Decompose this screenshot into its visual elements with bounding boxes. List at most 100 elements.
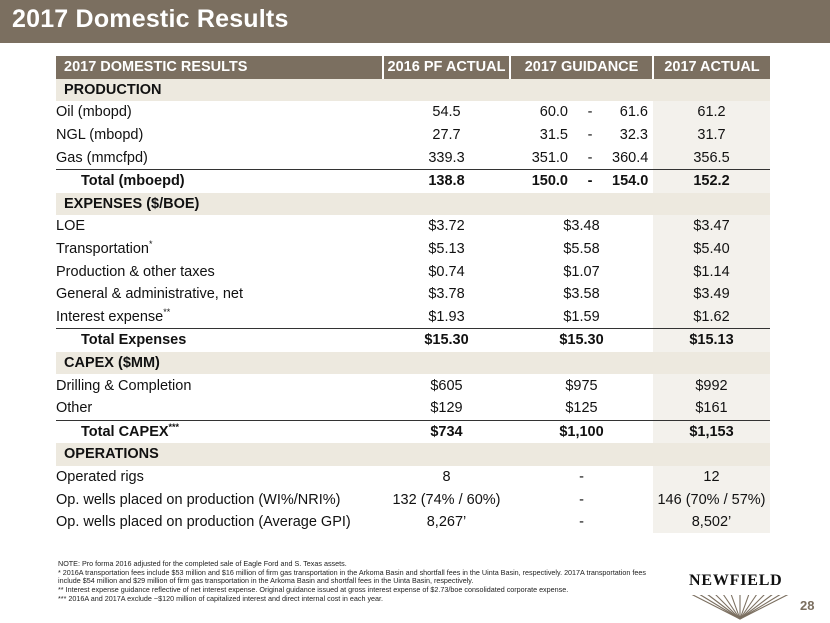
pf-value: $1.93 bbox=[428, 308, 465, 325]
table-row: Production & other taxes $0.74 $1.07 $1.… bbox=[56, 260, 770, 283]
table-row: General & administrative, net $3.78 $3.5… bbox=[56, 282, 770, 306]
guidance-low: 31.5 bbox=[539, 127, 568, 144]
guidance-value: $1,100 bbox=[510, 419, 653, 444]
row-label: Transportation* bbox=[56, 238, 383, 261]
row-label: Gas (mmcfpd) bbox=[56, 149, 148, 166]
footnote-line: ** Interest expense guidance reflective … bbox=[58, 585, 569, 595]
row-label: Op. wells placed on production (Average … bbox=[56, 514, 351, 531]
table-row: Op. wells placed on production (WI%/NRI%… bbox=[56, 488, 770, 511]
actual-value: 61.2 bbox=[653, 101, 770, 124]
guidance-value: $3.48 bbox=[563, 218, 600, 235]
table-row: Op. wells placed on production (Average … bbox=[56, 510, 770, 534]
actual-value: 31.7 bbox=[653, 123, 770, 147]
page-number: 28 bbox=[800, 598, 815, 613]
guidance-dash: - bbox=[587, 104, 593, 121]
guidance-value: $125 bbox=[565, 400, 598, 417]
actual-value: $1.62 bbox=[653, 305, 770, 329]
pf-value: $129 bbox=[430, 400, 463, 417]
row-label-text: Production & other taxes bbox=[56, 263, 215, 280]
guidance-range: 351.0 - 360.4 bbox=[510, 146, 653, 169]
table-row: NGL (mbopd) 27.7 31.5 - 32.3 31.7 bbox=[56, 123, 770, 147]
section-title: OPERATIONS bbox=[56, 443, 770, 466]
total-row: Total CAPEX*** $734 $1,100 $1,153 bbox=[56, 419, 770, 444]
section-title: CAPEX ($MM) bbox=[56, 351, 770, 375]
table-row: Oil (mbopd) 54.5 60.0 - 61.6 61.2 bbox=[56, 101, 770, 124]
row-label: LOE bbox=[56, 215, 383, 238]
guidance-dash: - bbox=[587, 173, 593, 190]
section-production: PRODUCTION bbox=[56, 78, 770, 102]
guidance-range: 150.0 - 154.0 bbox=[510, 168, 653, 193]
pf-value: 54.5 bbox=[432, 104, 461, 121]
footnote-line: *** 2016A and 2017A exclude ~$120 millio… bbox=[58, 593, 384, 603]
results-table: 2017 DOMESTIC RESULTS 2016 PF ACTUAL 201… bbox=[56, 56, 770, 534]
row-label-text: Interest expense bbox=[56, 308, 164, 325]
guidance-value: - bbox=[579, 514, 584, 531]
header-results: 2017 DOMESTIC RESULTS bbox=[56, 56, 384, 79]
table-row: Operated rigs 8 - 12 bbox=[56, 465, 770, 489]
guidance-low: 60.0 bbox=[539, 104, 568, 121]
guidance-value: $15.30 bbox=[510, 328, 653, 352]
section-title: EXPENSES ($/BOE) bbox=[56, 192, 770, 216]
total-label: Total (mboepd) bbox=[56, 168, 383, 193]
title-bar: 2017 Domestic Results bbox=[0, 0, 830, 43]
actual-value: 146 (70% / 57%) bbox=[653, 488, 770, 511]
table-row: Interest expense** $1.93 $1.59 $1.62 bbox=[56, 305, 770, 329]
guidance-dash: - bbox=[587, 127, 593, 144]
row-label: General & administrative, net bbox=[56, 283, 383, 306]
actual-value: 356.5 bbox=[653, 146, 770, 170]
row-label: Oil (mbopd) bbox=[56, 104, 132, 121]
section-title: PRODUCTION bbox=[56, 78, 770, 102]
row-label: Other bbox=[56, 400, 93, 417]
actual-value: 152.2 bbox=[653, 168, 770, 193]
guidance-low: 150.0 bbox=[531, 173, 568, 190]
pf-value: 339.3 bbox=[428, 149, 465, 166]
section-operations: OPERATIONS bbox=[56, 443, 770, 466]
footnote-line: * 2016A transportation fees include $53 … bbox=[58, 567, 646, 577]
row-label: Drilling & Completion bbox=[56, 377, 192, 394]
actual-value: $3.47 bbox=[653, 215, 770, 238]
pf-value: 8,267’ bbox=[426, 514, 467, 531]
pf-value: $15.30 bbox=[383, 328, 510, 352]
table-header-row: 2017 DOMESTIC RESULTS 2016 PF ACTUAL 201… bbox=[56, 56, 770, 79]
footnote-line: include $54 million and $29 million of f… bbox=[58, 576, 474, 586]
pf-value: 27.7 bbox=[432, 127, 461, 144]
guidance-value: $975 bbox=[565, 377, 598, 394]
guidance-high: 61.6 bbox=[619, 104, 648, 121]
guidance-high: 32.3 bbox=[619, 127, 648, 144]
footnote-mark: ** bbox=[163, 306, 171, 317]
guidance-value: - bbox=[579, 491, 584, 508]
row-label-text: Transportation bbox=[56, 241, 149, 258]
row-label: Interest expense** bbox=[56, 306, 383, 329]
footnote-mark: * bbox=[148, 239, 153, 250]
pf-value: 132 (74% / 60%) bbox=[392, 491, 501, 508]
table-row: Other $129 $125 $161 bbox=[56, 396, 770, 420]
pf-value: $5.13 bbox=[428, 241, 465, 258]
total-label-text: Total CAPEX bbox=[81, 423, 169, 440]
logo-text: NEWFIELD bbox=[689, 572, 783, 589]
total-row: Total Expenses $15.30 $15.30 $15.13 bbox=[56, 328, 770, 352]
pf-value: $3.78 bbox=[428, 286, 465, 303]
newfield-logo: NEWFIELD bbox=[689, 572, 791, 620]
pf-value: $734 bbox=[383, 419, 510, 444]
pf-value: $605 bbox=[430, 377, 463, 394]
guidance-range: 60.0 - 61.6 bbox=[510, 101, 653, 124]
guidance-range: 31.5 - 32.3 bbox=[510, 124, 653, 147]
page-title: 2017 Domestic Results bbox=[12, 5, 289, 33]
actual-value: $992 bbox=[653, 374, 770, 397]
guidance-value: $1.07 bbox=[563, 263, 600, 280]
guidance-value: $5.58 bbox=[563, 241, 600, 258]
actual-value: $161 bbox=[653, 396, 770, 420]
table-row: Transportation* $5.13 $5.58 $5.40 bbox=[56, 237, 770, 261]
guidance-value: $1.59 bbox=[563, 308, 600, 325]
pf-value: 138.8 bbox=[383, 168, 510, 193]
section-capex: CAPEX ($MM) bbox=[56, 351, 770, 375]
header-2016-pf-actual: 2016 PF ACTUAL bbox=[383, 56, 511, 79]
section-expenses: EXPENSES ($/BOE) bbox=[56, 192, 770, 216]
guidance-low: 351.0 bbox=[531, 149, 568, 166]
actual-value: 8,502’ bbox=[653, 510, 770, 534]
guidance-high: 154.0 bbox=[612, 173, 649, 190]
row-label: NGL (mbopd) bbox=[56, 127, 144, 144]
row-label: Operated rigs bbox=[56, 468, 144, 485]
row-label-text: General & administrative, net bbox=[56, 286, 243, 303]
table-row: LOE $3.72 $3.48 $3.47 bbox=[56, 215, 770, 238]
